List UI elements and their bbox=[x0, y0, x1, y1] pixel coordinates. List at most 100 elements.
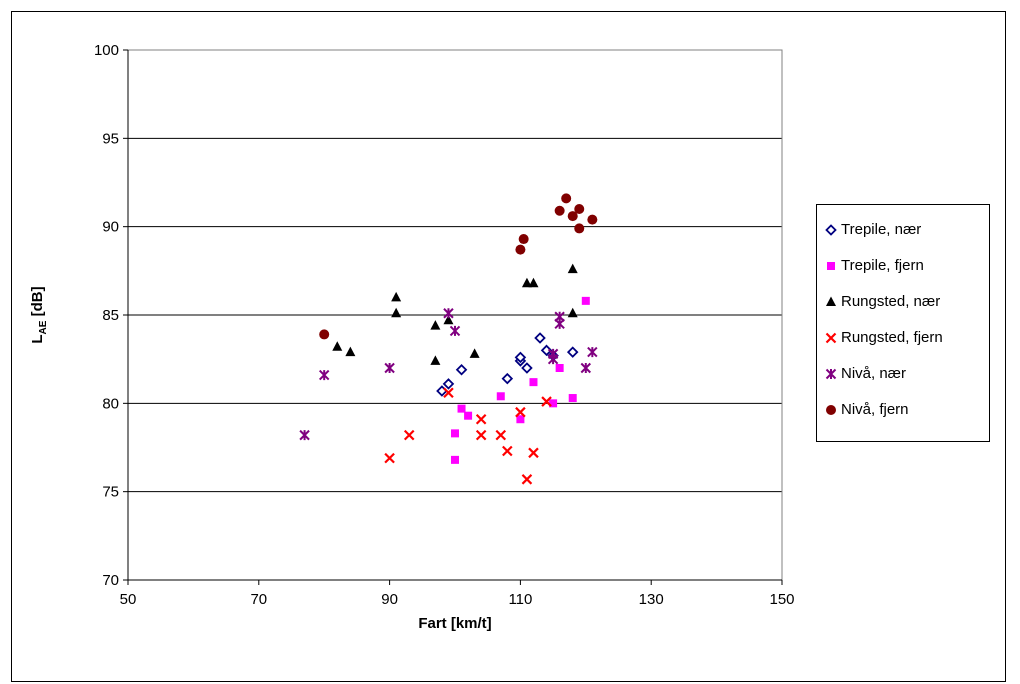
x-tick-label: 50 bbox=[120, 591, 137, 608]
series-5 bbox=[319, 193, 598, 340]
data-point bbox=[567, 307, 578, 318]
data-point bbox=[332, 341, 343, 351]
data-point bbox=[496, 392, 505, 401]
legend-marker-shape bbox=[827, 262, 835, 270]
legend-item: Rungsted, nær bbox=[817, 292, 989, 312]
legend-marker bbox=[825, 224, 837, 236]
y-tick-label: 95 bbox=[102, 130, 119, 147]
data-point bbox=[515, 406, 526, 418]
data-point bbox=[430, 320, 441, 330]
data-point bbox=[518, 234, 529, 245]
data-point bbox=[403, 429, 415, 441]
x-tick-label: 90 bbox=[381, 591, 398, 608]
legend-item: Nivå, nær bbox=[817, 364, 989, 384]
x-tick-label: 150 bbox=[769, 591, 794, 608]
data-point bbox=[501, 372, 514, 385]
data-point bbox=[554, 318, 565, 330]
data-point bbox=[540, 344, 553, 357]
legend-marker bbox=[826, 405, 836, 415]
data-point bbox=[455, 363, 468, 376]
data-points bbox=[299, 193, 598, 485]
data-point bbox=[318, 369, 330, 381]
data-point bbox=[587, 214, 598, 225]
data-point bbox=[384, 362, 395, 374]
x-tick-label: 130 bbox=[639, 591, 664, 608]
legend-label: Trepile, fjern bbox=[841, 257, 924, 274]
data-point bbox=[384, 452, 395, 464]
data-point bbox=[391, 291, 402, 302]
data-point bbox=[469, 348, 480, 358]
data-point bbox=[464, 411, 473, 420]
legend-marker-shape bbox=[826, 296, 836, 306]
data-point bbox=[541, 396, 552, 407]
legend-label: Nivå, nær bbox=[841, 365, 907, 382]
data-point bbox=[345, 346, 356, 357]
data-point bbox=[549, 399, 558, 408]
data-point bbox=[502, 445, 513, 457]
data-point bbox=[430, 355, 441, 365]
legend-label: Rungsted, nær bbox=[841, 293, 941, 310]
x-tick-label: 110 bbox=[508, 591, 532, 608]
data-point bbox=[457, 404, 466, 413]
data-point bbox=[554, 205, 565, 216]
data-point bbox=[587, 346, 598, 358]
data-point bbox=[442, 378, 455, 390]
data-point bbox=[555, 364, 564, 372]
x-axis-title: Fart [km/t] bbox=[418, 615, 491, 632]
data-point bbox=[443, 314, 454, 325]
data-point bbox=[495, 429, 507, 441]
x-tick-labels: 50 70 90 110 130 150 bbox=[120, 591, 795, 608]
y-axis-title-rest: [dB] bbox=[29, 286, 46, 320]
series-4 bbox=[299, 308, 598, 441]
data-point bbox=[451, 429, 459, 438]
data-point bbox=[449, 325, 461, 337]
axes bbox=[123, 49, 783, 585]
gridlines bbox=[128, 49, 782, 493]
data-point bbox=[561, 193, 572, 204]
data-point bbox=[475, 429, 487, 441]
series-3 bbox=[384, 387, 552, 485]
data-point bbox=[581, 296, 590, 305]
legend-label: Rungsted, fjern bbox=[841, 329, 943, 346]
legend-label: Trepile, nær bbox=[841, 221, 922, 238]
legend-marker-shape bbox=[826, 405, 836, 415]
y-axis-title-sub: AE bbox=[38, 320, 49, 334]
y-tick-label: 75 bbox=[102, 484, 119, 501]
y-tick-label: 85 bbox=[102, 307, 119, 324]
data-point bbox=[514, 351, 527, 364]
legend-label: Nivå, fjern bbox=[841, 401, 909, 418]
data-point bbox=[521, 277, 532, 288]
data-point bbox=[567, 211, 578, 222]
data-point bbox=[534, 332, 546, 344]
data-point bbox=[574, 223, 585, 234]
series-1 bbox=[451, 296, 590, 464]
y-axis-title-main: L bbox=[29, 334, 46, 343]
data-point bbox=[475, 413, 487, 425]
legend-marker bbox=[827, 262, 835, 270]
y-tick-labels: 70 75 80 85 90 95 100 bbox=[94, 42, 119, 589]
data-point bbox=[547, 348, 559, 360]
legend-item: Trepile, nær bbox=[817, 220, 989, 240]
legend-item: Trepile, fjern bbox=[817, 256, 989, 276]
series-2 bbox=[332, 263, 578, 365]
y-axis-title: LAE [dB] bbox=[29, 286, 49, 343]
data-point bbox=[516, 415, 525, 424]
data-point bbox=[580, 362, 592, 374]
legend-item: Nivå, fjern bbox=[817, 400, 989, 420]
y-tick-label: 70 bbox=[102, 572, 119, 589]
data-point bbox=[574, 204, 585, 214]
data-point bbox=[299, 429, 310, 441]
data-point bbox=[568, 394, 577, 403]
legend-marker-shape bbox=[825, 224, 837, 236]
data-point bbox=[528, 447, 539, 459]
legend-item: Rungsted, fjern bbox=[817, 328, 989, 348]
y-tick-label: 90 bbox=[102, 219, 119, 236]
data-point bbox=[391, 307, 402, 318]
legend: Trepile, nær Trepile, fjern Rungsted, nær R… bbox=[816, 204, 990, 442]
data-point bbox=[451, 455, 459, 464]
data-point bbox=[515, 244, 526, 255]
data-point bbox=[443, 308, 454, 319]
legend-marker bbox=[825, 332, 837, 344]
data-point bbox=[567, 263, 578, 274]
